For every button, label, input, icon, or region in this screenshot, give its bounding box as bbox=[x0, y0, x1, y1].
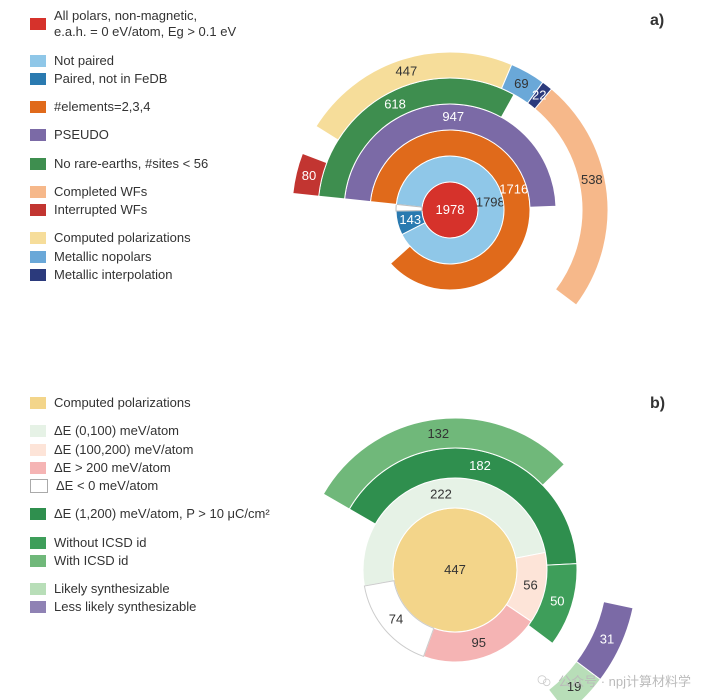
legend-label: ΔE > 200 meV/atom bbox=[54, 460, 171, 476]
legend-item: Completed WFs bbox=[30, 184, 236, 200]
legend-label: Without ICSD id bbox=[54, 535, 146, 551]
arc-label-elements234: 1716 bbox=[499, 181, 528, 196]
legend-label: Completed WFs bbox=[54, 184, 147, 200]
legend-item: #elements=2,3,4 bbox=[30, 99, 236, 115]
legend-label: Likely synthesizable bbox=[54, 581, 170, 597]
legend-swatch bbox=[30, 555, 46, 567]
watermark-text: 公众号 · npj计算材料学 bbox=[558, 671, 691, 690]
arc-label-not_paired: 1798 bbox=[476, 195, 505, 210]
sunburst-a: 1978 1798 143 1716 947 618 538 80 447 69 22 bbox=[250, 10, 690, 370]
arc-label-pseudo: 947 bbox=[442, 109, 464, 124]
arc-label-de_gt200: 95 bbox=[472, 635, 486, 650]
legend-item: Paired, not in FeDB bbox=[30, 71, 236, 87]
legend-swatch bbox=[30, 462, 46, 474]
legend-label: PSEUDO bbox=[54, 127, 109, 143]
legend-item: Metallic interpolation bbox=[30, 267, 236, 283]
legend-label: Computed polarizations bbox=[54, 230, 191, 246]
legend-item: Likely synthesizable bbox=[30, 581, 270, 597]
sunburst-b: 447222569574182501323119 bbox=[260, 390, 690, 700]
legend-swatch bbox=[30, 425, 46, 437]
arc-label-interrupted_wfs: 80 bbox=[302, 168, 316, 183]
legend-item: PSEUDO bbox=[30, 127, 236, 143]
legend-item: No rare-earths, #sites < 56 bbox=[30, 156, 236, 172]
legend-item: ΔE (100,200) meV/atom bbox=[30, 442, 270, 458]
legend-item: Interrupted WFs bbox=[30, 202, 236, 218]
arc-label-computed_pol: 447 bbox=[396, 64, 418, 79]
legend-item: Without ICSD id bbox=[30, 535, 270, 551]
legend-label: ΔE (1,200) meV/atom, P > 10 μC/cm² bbox=[54, 506, 270, 522]
arc-label-candidate: 182 bbox=[469, 458, 491, 473]
arc-label-de_0_100: 222 bbox=[430, 486, 452, 501]
legend-item: Computed polarizations bbox=[30, 395, 270, 411]
arc-label-computed_pol: 447 bbox=[444, 562, 466, 577]
legend-item: ΔE < 0 meV/atom bbox=[30, 478, 270, 494]
legend-item: Less likely synthesizable bbox=[30, 599, 270, 615]
legend-label: Less likely synthesizable bbox=[54, 599, 196, 615]
legend-label: ΔE (0,100) meV/atom bbox=[54, 423, 179, 439]
arc-label-metallic_interp: 22 bbox=[532, 88, 546, 103]
legend-item: ΔE > 200 meV/atom bbox=[30, 460, 270, 476]
legend-swatch bbox=[30, 583, 46, 595]
arc-label-completed_wfs: 538 bbox=[581, 172, 603, 187]
arc-label-paired_not_in_fedb: 143 bbox=[399, 212, 421, 227]
legend-swatch bbox=[30, 397, 46, 409]
arc-label-candidate_tail: 50 bbox=[550, 593, 564, 608]
legend-swatch bbox=[30, 537, 46, 549]
arc-label-no_rare_earths: 618 bbox=[384, 96, 406, 111]
legend-item: Computed polarizations bbox=[30, 230, 236, 246]
legend-swatch bbox=[30, 601, 46, 613]
arc-label-all_polars: 1978 bbox=[436, 202, 465, 217]
legend-swatch bbox=[30, 101, 46, 113]
legend-item: Not paired bbox=[30, 53, 236, 69]
watermark: 公众号 · npj计算材料学 bbox=[536, 671, 691, 690]
legend-item: Metallic nopolars bbox=[30, 249, 236, 265]
legend-item: All polars, non-magnetic, e.a.h. = 0 eV/… bbox=[30, 8, 236, 41]
legend-swatch bbox=[30, 129, 46, 141]
legend-swatch bbox=[30, 158, 46, 170]
legend-swatch bbox=[30, 269, 46, 281]
arc-label-de_100_200: 56 bbox=[523, 577, 537, 592]
legend-label: Interrupted WFs bbox=[54, 202, 147, 218]
legend-item: ΔE (1,200) meV/atom, P > 10 μC/cm² bbox=[30, 506, 270, 522]
legend-label: ΔE < 0 meV/atom bbox=[56, 478, 158, 494]
legend-swatch bbox=[30, 479, 48, 493]
legend-label: Metallic nopolars bbox=[54, 249, 152, 265]
legend-swatch bbox=[30, 73, 46, 85]
legend-swatch bbox=[30, 251, 46, 263]
figure: All polars, non-magnetic, e.a.h. = 0 eV/… bbox=[0, 0, 703, 698]
legend-swatch bbox=[30, 55, 46, 67]
legend-label: ΔE (100,200) meV/atom bbox=[54, 442, 193, 458]
legend-swatch bbox=[30, 204, 46, 216]
legend-label: #elements=2,3,4 bbox=[54, 99, 150, 115]
legend-label: Not paired bbox=[54, 53, 114, 69]
legend-label: All polars, non-magnetic, e.a.h. = 0 eV/… bbox=[54, 8, 236, 41]
legend-b: Computed polarizations ΔE (0,100) meV/ato… bbox=[30, 395, 270, 618]
arc-label-without_icsd: 132 bbox=[427, 426, 449, 441]
legend-item: With ICSD id bbox=[30, 553, 270, 569]
arc-label-metallic_nopolars: 69 bbox=[514, 76, 528, 91]
legend-label: Computed polarizations bbox=[54, 395, 191, 411]
legend-label: With ICSD id bbox=[54, 553, 128, 569]
legend-swatch bbox=[30, 18, 46, 30]
legend-label: Paired, not in FeDB bbox=[54, 71, 167, 87]
legend-swatch bbox=[30, 444, 46, 456]
legend-swatch bbox=[30, 508, 46, 520]
legend-label: Metallic interpolation bbox=[54, 267, 173, 283]
legend-a: All polars, non-magnetic, e.a.h. = 0 eV/… bbox=[30, 8, 236, 285]
wechat-icon bbox=[536, 673, 552, 689]
legend-swatch bbox=[30, 186, 46, 198]
arc-label-with_icsd_tail: 31 bbox=[600, 631, 614, 646]
arc-label-de_lt0: 74 bbox=[389, 611, 403, 626]
legend-swatch bbox=[30, 232, 46, 244]
legend-item: ΔE (0,100) meV/atom bbox=[30, 423, 270, 439]
legend-label: No rare-earths, #sites < 56 bbox=[54, 156, 208, 172]
